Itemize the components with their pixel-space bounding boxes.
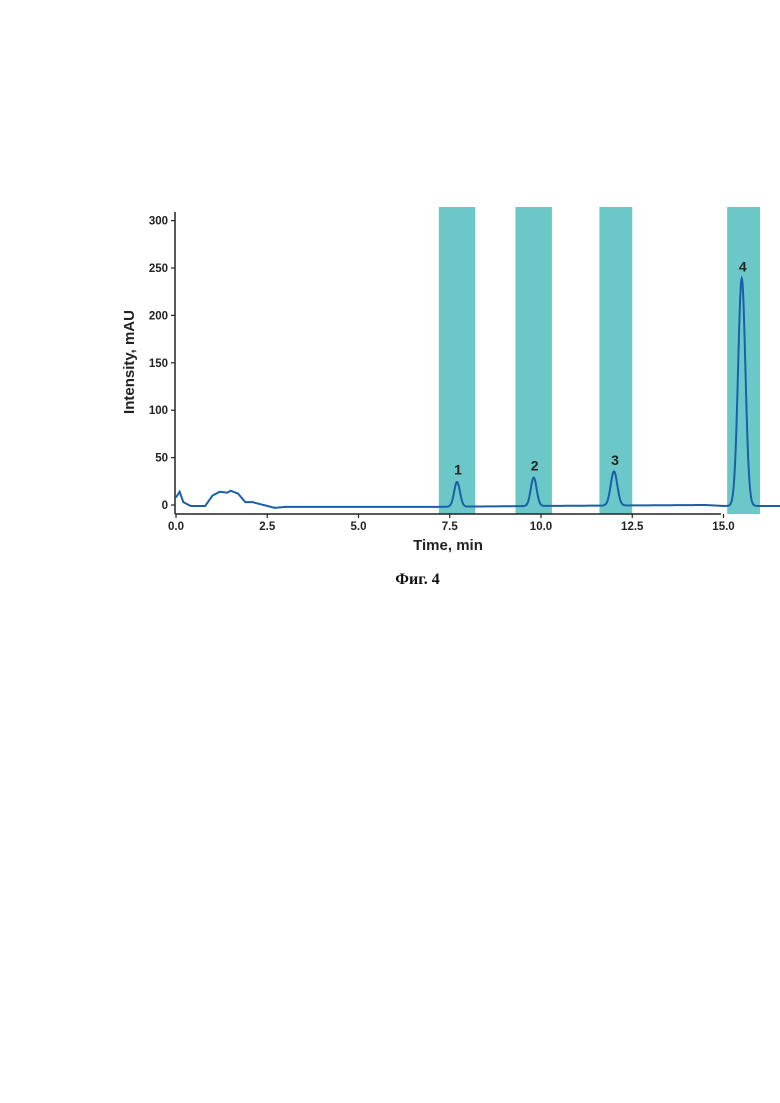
x-tick-label: 0.0 [168,521,184,533]
x-tick-label: 7.5 [442,521,459,533]
y-tick-label: 0 [162,500,168,512]
peak-label-4: 4 [739,258,747,274]
y-tick-label: 250 [149,263,168,275]
peak-label-1: 1 [454,461,462,477]
x-tick-label: 2.5 [259,521,276,533]
x-tick-label: 12.5 [621,521,644,533]
peak-label-2: 2 [531,458,539,474]
fraction-band-3 [599,207,632,514]
figure-caption: Фиг. 4 [0,571,780,589]
x-tick-label: 15.0 [712,521,734,533]
y-tick-label: 50 [155,453,168,465]
y-tick-label: 150 [149,358,168,370]
y-tick-label: 300 [149,216,168,228]
y-axis-title: Intensity, mAU [121,310,138,414]
peak-label-3: 3 [611,452,619,468]
y-ticks: 0 50 100 150 200 250 300 [149,216,175,512]
chromatogram-chart: 0.02.55.07.510.012.515.017.520.022.525.0… [0,0,780,600]
x-ticks: 0.02.55.07.510.012.515.017.520.022.525.0… [168,514,780,533]
x-tick-label: 10.0 [530,521,552,533]
fraction-bands [439,207,780,514]
x-tick-label: 5.0 [351,521,367,533]
chromatogram-line [176,233,780,508]
y-tick-label: 200 [149,310,168,322]
y-tick-label: 100 [149,405,168,417]
fraction-band-4 [727,207,760,514]
x-axis-title: Time, min [413,537,483,554]
